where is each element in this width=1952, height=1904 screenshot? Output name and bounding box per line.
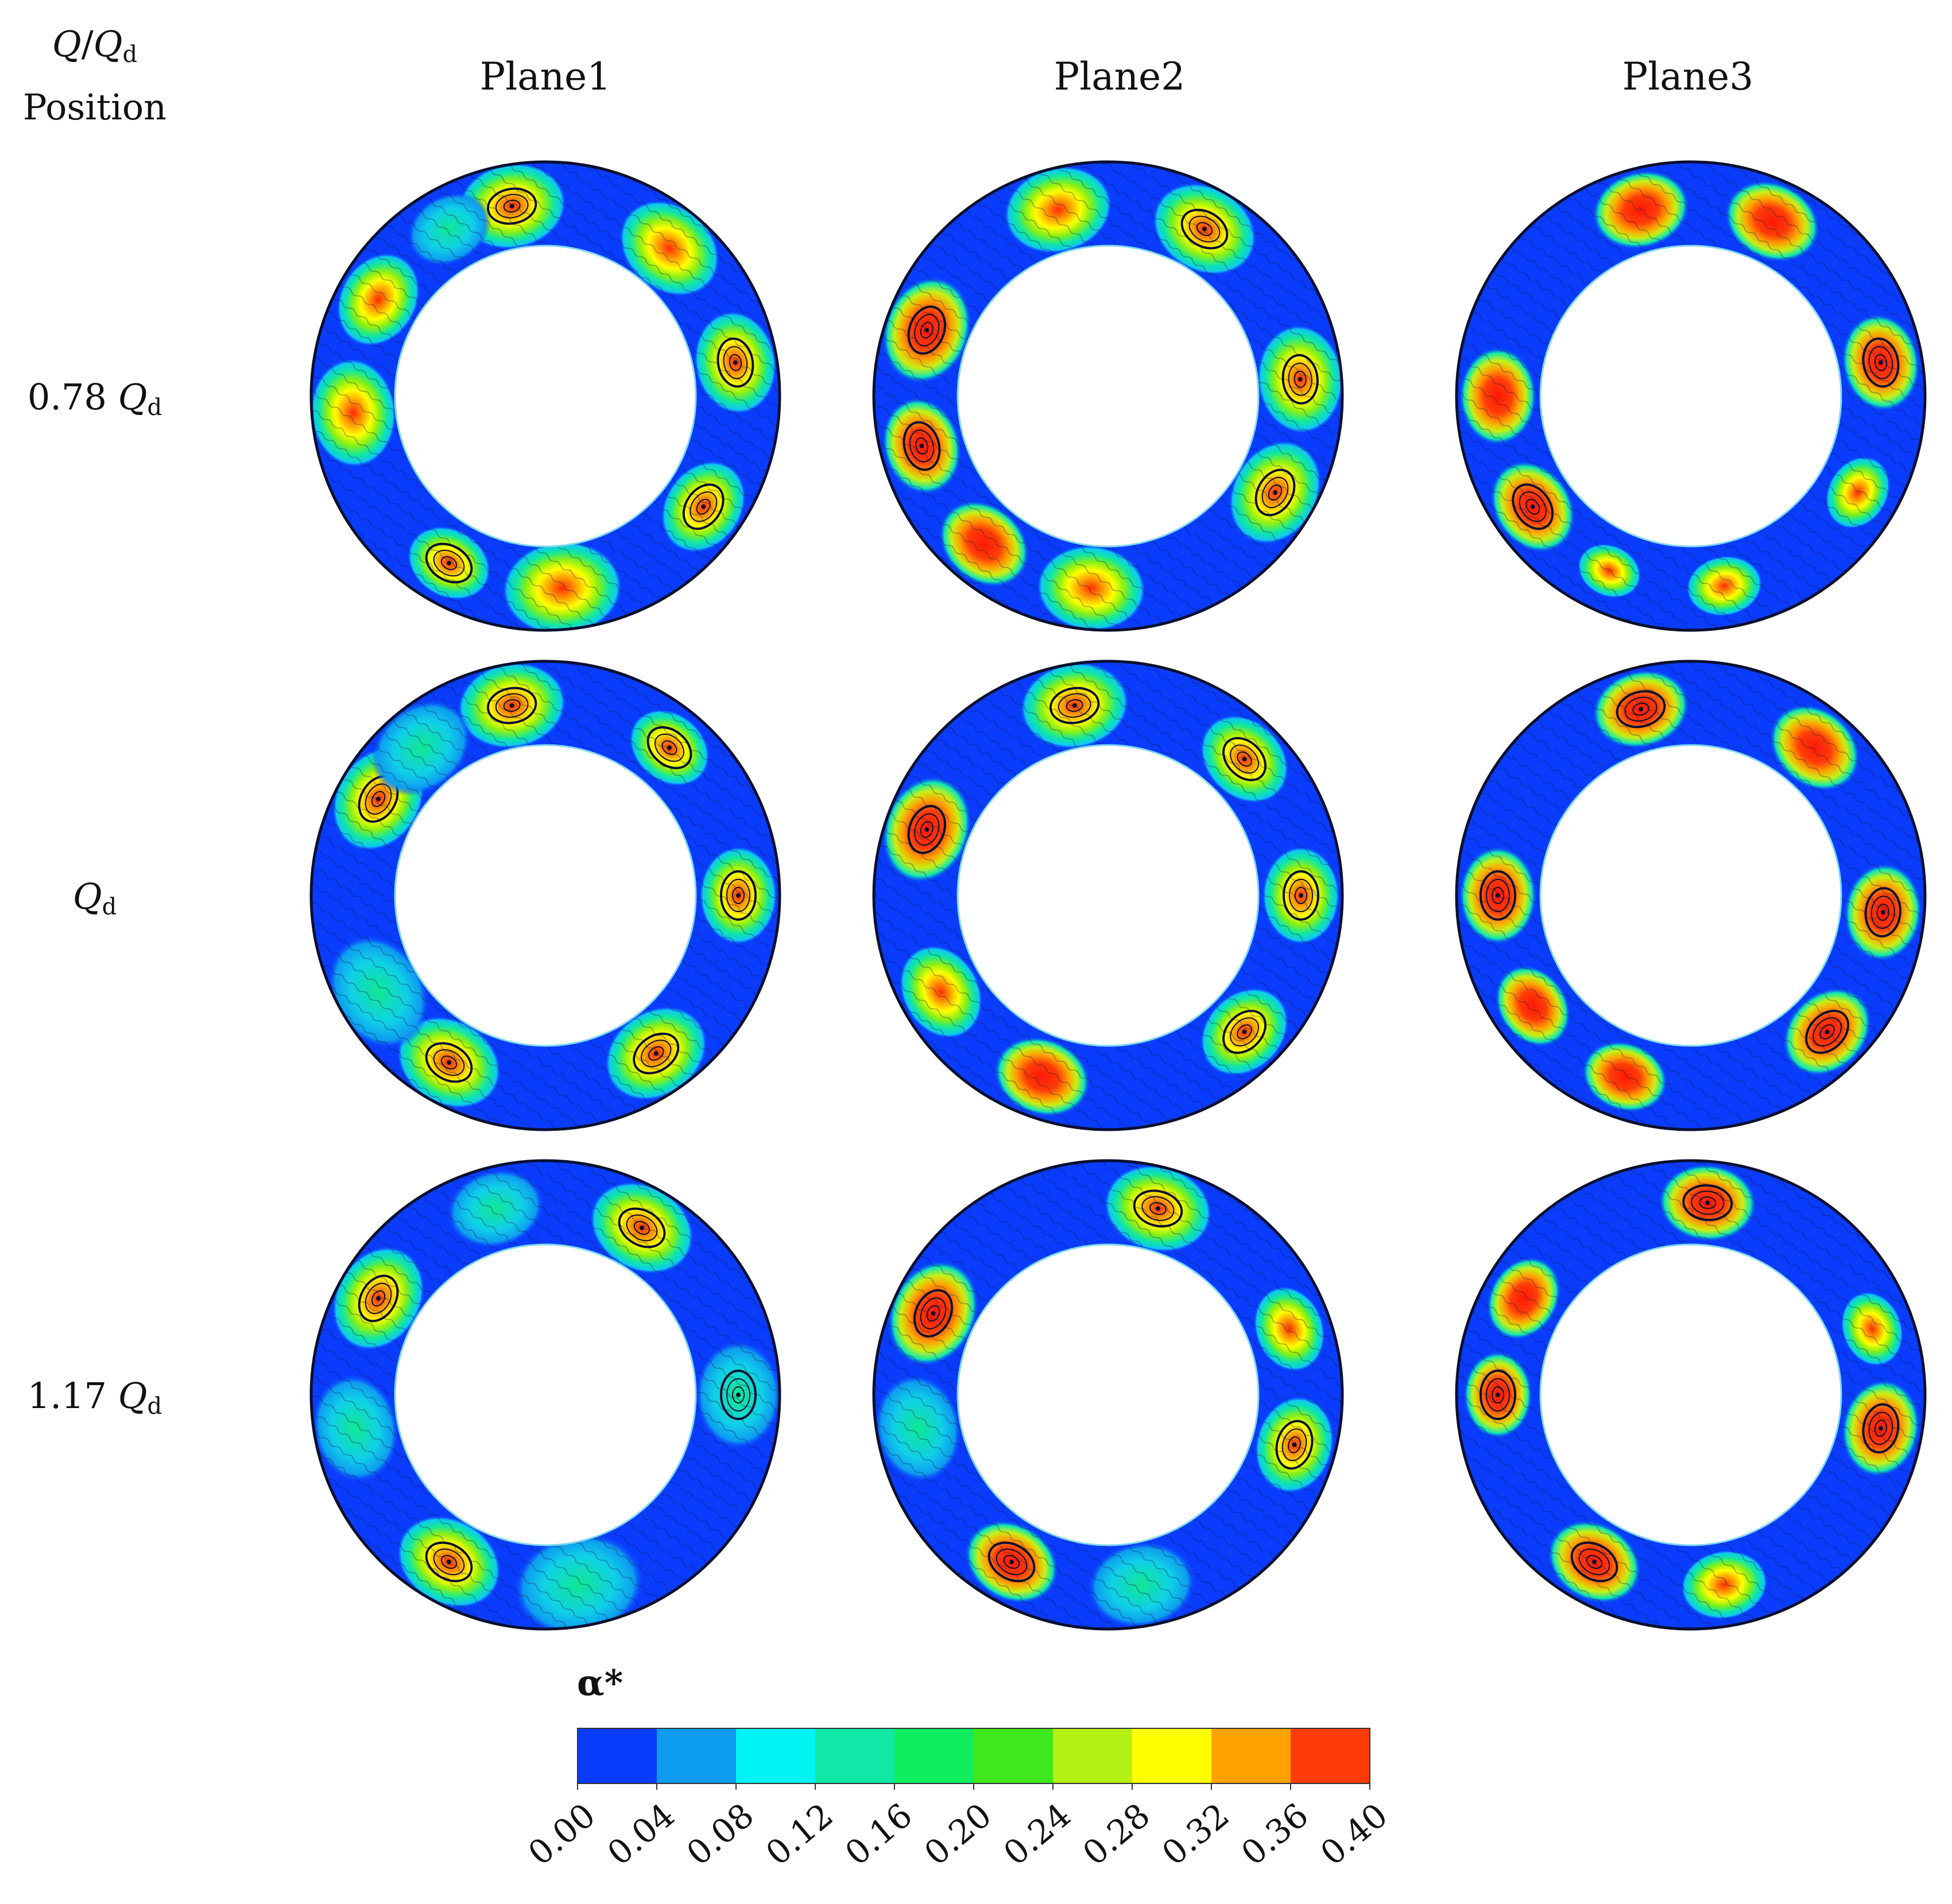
header-q-ratio: Q/Qd — [34, 23, 155, 68]
column-title-plane1: Plane1 — [479, 55, 611, 99]
colorbar-cell — [736, 1728, 815, 1783]
inner-wall — [1539, 1243, 1842, 1546]
row-value: 0.78 — [27, 376, 107, 418]
q-symbol: Q — [52, 23, 82, 65]
slash: / — [81, 23, 94, 65]
colorbar-cell — [1053, 1728, 1132, 1783]
qd-symbol: Q — [93, 23, 123, 65]
row-q: Q — [72, 875, 102, 917]
row-d: d — [147, 394, 162, 421]
colorbar-title: α* — [577, 1662, 623, 1704]
outer-wall — [872, 160, 1344, 632]
colorbar-cell — [1291, 1728, 1370, 1783]
contour-panel-r1-c2 — [873, 161, 1343, 631]
outer-wall — [1455, 660, 1927, 1131]
colorbar-cell — [1132, 1728, 1211, 1783]
colorbar-cells — [578, 1728, 1370, 1783]
panels-layer — [309, 160, 1927, 1631]
row-q: Q — [118, 1375, 148, 1417]
row-d: d — [102, 894, 117, 920]
inner-wall — [394, 1243, 697, 1546]
outer-wall — [872, 1159, 1344, 1631]
outer-wall — [872, 660, 1344, 1131]
contour-panel-r3-c2 — [873, 1160, 1343, 1630]
row-q: Q — [118, 376, 148, 418]
inner-wall — [394, 245, 697, 548]
contour-panel-r3-c1 — [310, 1160, 781, 1631]
outer-wall — [1455, 1159, 1927, 1631]
colorbar-cell — [974, 1728, 1053, 1783]
header-position: Position — [22, 86, 167, 128]
colorbar-cell — [894, 1728, 974, 1783]
inner-wall — [1539, 245, 1842, 548]
contour-panel-r1-c1 — [310, 161, 781, 632]
colorbar-cell — [657, 1728, 736, 1783]
inner-wall — [394, 744, 697, 1047]
column-title-plane3: Plane3 — [1622, 55, 1754, 99]
outer-wall — [309, 160, 781, 632]
colorbar-tick-marks — [577, 1783, 1370, 1790]
inner-wall — [956, 245, 1260, 548]
row-value: 1.17 — [27, 1375, 107, 1417]
colorbar-cell — [815, 1728, 894, 1783]
outer-wall — [309, 1159, 781, 1631]
colorbar-cell — [578, 1728, 657, 1783]
outer-wall — [1455, 160, 1927, 632]
row-label-high-flow: 1.17 Qd — [0, 1375, 189, 1420]
row-label-design-flow: Qd — [0, 875, 189, 920]
d-subscript: d — [122, 41, 138, 68]
inner-wall — [1539, 744, 1842, 1047]
column-title-plane2: Plane2 — [1054, 55, 1186, 99]
row-d: d — [147, 1393, 162, 1420]
outer-wall — [309, 660, 781, 1131]
row-label-low-flow: 0.78 Qd — [0, 376, 189, 421]
inner-wall — [956, 744, 1260, 1047]
colorbar-cell — [1211, 1728, 1291, 1783]
colorbar — [577, 1728, 1370, 1790]
inner-wall — [956, 1243, 1260, 1546]
contour-panel-r2-c1 — [310, 660, 781, 1131]
